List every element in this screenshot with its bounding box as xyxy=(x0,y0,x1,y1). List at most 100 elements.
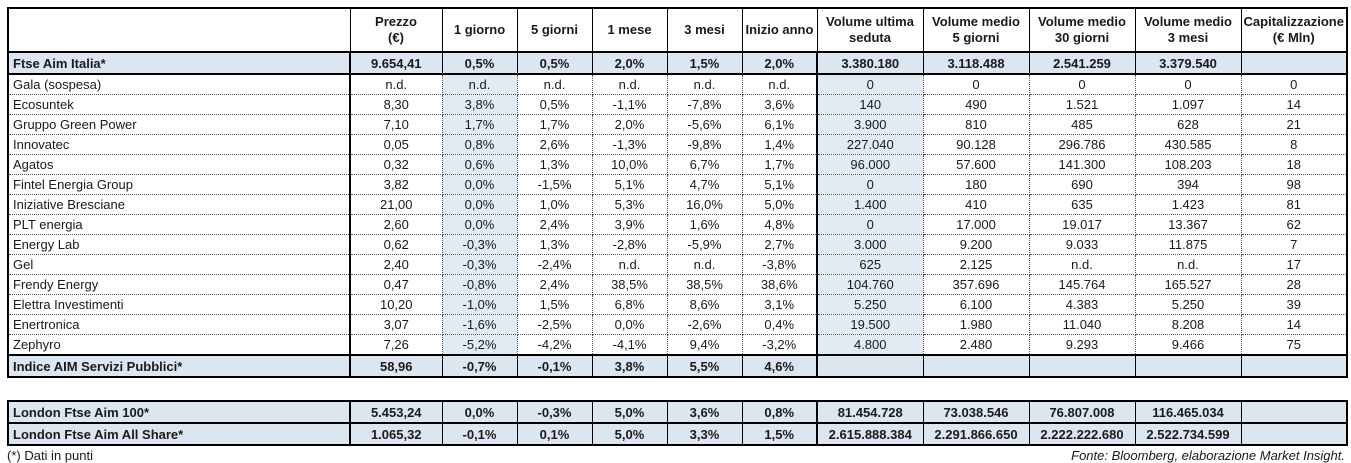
cell-inizio-anno: 0,4% xyxy=(742,314,818,335)
cell-1-giorno: 0,8% xyxy=(442,134,518,155)
table-row: Frendy Energy 0,47 -0,8% 2,4% 38,5% 38,5% 38,6… xyxy=(8,274,1348,295)
column-header-volume-medio-3-mesi: Volume medio 3 mesi xyxy=(1134,7,1242,53)
cell-1-giorno: -0,7% xyxy=(441,354,518,378)
cell-volume-ultima-seduta xyxy=(816,354,924,378)
cell-volume-ultima-seduta: 96.000 xyxy=(816,154,924,175)
cell-prezzo: 3,82 xyxy=(349,174,443,195)
cell-5-giorni: -2,4% xyxy=(517,254,593,275)
cell-5-giorni: -4,2% xyxy=(517,334,593,356)
cell-volume-medio-30-giorni: 9.293 xyxy=(1029,334,1136,356)
column-header-5-giorni: 5 giorni xyxy=(516,7,593,53)
cell-1-giorno: -1,6% xyxy=(442,314,518,335)
cell-volume-ultima-seduta: 3.380.180 xyxy=(816,51,924,75)
row-name: London Ftse Aim 100* xyxy=(7,400,351,424)
cell-volume-medio-30-giorni: 9.033 xyxy=(1029,234,1136,255)
column-header-volume-medio-30-giorni: Volume medio 30 giorni xyxy=(1028,7,1136,53)
cell-prezzo: 0,47 xyxy=(349,274,443,295)
cell-1-giorno: 0,0% xyxy=(442,214,518,235)
row-name: Energy Lab xyxy=(8,234,351,255)
cell-5-giorni: -2,5% xyxy=(517,314,593,335)
cell-prezzo: 1.065,32 xyxy=(349,422,443,446)
cell-volume-ultima-seduta: 625 xyxy=(816,254,924,275)
table-row: Ftse Aim Italia* 9.654,41 0,5% 0,5% 2,0% 1,5%… xyxy=(7,51,1348,75)
cell-volume-medio-30-giorni: 11.040 xyxy=(1029,314,1136,335)
cell-volume-medio-30-giorni: n.d. xyxy=(1029,254,1136,275)
row-name: London Ftse Aim All Share* xyxy=(7,422,351,446)
cell-volume-medio-3-mesi: n.d. xyxy=(1135,254,1242,275)
cell-volume-medio-5-giorni xyxy=(922,354,1030,378)
cell-3-mesi: -9,8% xyxy=(667,134,743,155)
cell-5-giorni: 1,3% xyxy=(517,234,593,255)
cell-1-giorno: 0,0% xyxy=(442,194,518,215)
cell-capitalizzazione xyxy=(1240,422,1348,446)
cell-prezzo: 2,40 xyxy=(349,254,443,275)
row-name: Gel xyxy=(8,254,351,275)
cell-1-mese: -1,3% xyxy=(592,134,668,155)
cell-inizio-anno: 38,6% xyxy=(742,274,818,295)
row-name: Ftse Aim Italia* xyxy=(7,51,351,75)
cell-1-giorno: -0,1% xyxy=(441,422,518,446)
cell-capitalizzazione: 18 xyxy=(1241,154,1348,175)
table-row: Indice AIM Servizi Pubblici* 58,96 -0,7% -0… xyxy=(7,354,1348,378)
cell-5-giorni: 1,5% xyxy=(517,294,593,315)
row-name: Elettra Investimenti xyxy=(8,294,351,315)
cell-inizio-anno: 4,8% xyxy=(742,214,818,235)
cell-volume-medio-3-mesi: 0 xyxy=(1135,74,1242,95)
cell-capitalizzazione: 62 xyxy=(1241,214,1348,235)
cell-volume-medio-3-mesi: 165.527 xyxy=(1135,274,1242,295)
cell-5-giorni: 0,1% xyxy=(516,422,593,446)
cell-1-giorno: 0,0% xyxy=(441,400,518,424)
cell-capitalizzazione: 28 xyxy=(1241,274,1348,295)
cell-volume-ultima-seduta: 4.800 xyxy=(816,334,924,356)
cell-volume-medio-3-mesi: 430.585 xyxy=(1135,134,1242,155)
cell-volume-medio-5-giorni: 0 xyxy=(923,74,1030,95)
cell-prezzo: n.d. xyxy=(349,74,443,95)
cell-volume-medio-30-giorni: 141.300 xyxy=(1029,154,1136,175)
cell-3-mesi: 8,6% xyxy=(667,294,743,315)
cell-1-mese: 3,9% xyxy=(592,214,668,235)
cell-capitalizzazione: 75 xyxy=(1241,334,1348,356)
table-row: Fintel Energia Group 3,82 0,0% -1,5% 5,1% 4,7… xyxy=(8,174,1348,195)
cell-5-giorni: 0,5% xyxy=(516,51,593,75)
cell-3-mesi: 1,5% xyxy=(666,51,743,75)
cell-capitalizzazione xyxy=(1240,354,1348,378)
cell-volume-medio-5-giorni: 410 xyxy=(923,194,1030,215)
cell-volume-medio-30-giorni: 145.764 xyxy=(1029,274,1136,295)
cell-volume-medio-5-giorni: 6.100 xyxy=(923,294,1030,315)
table-row: Gala (sospesa) n.d. n.d. n.d. n.d. n.d. n.d. 0 0… xyxy=(8,74,1348,95)
cell-1-mese: n.d. xyxy=(592,74,668,95)
cell-capitalizzazione: 14 xyxy=(1241,314,1348,335)
source-note: Fonte: Bloomberg, elaborazione Market In… xyxy=(1071,448,1345,463)
cell-volume-medio-5-giorni: 3.118.488 xyxy=(922,51,1030,75)
cell-capitalizzazione: 39 xyxy=(1241,294,1348,315)
cell-volume-medio-5-giorni: 2.291.866.650 xyxy=(922,422,1030,446)
cell-volume-ultima-seduta: 140 xyxy=(816,94,924,115)
cell-inizio-anno: 5,1% xyxy=(742,174,818,195)
cell-inizio-anno: 4,6% xyxy=(741,354,818,378)
cell-3-mesi: 4,7% xyxy=(667,174,743,195)
cell-1-mese: -2,8% xyxy=(592,234,668,255)
cell-capitalizzazione: 14 xyxy=(1241,94,1348,115)
cell-prezzo: 0,62 xyxy=(349,234,443,255)
cell-5-giorni: 1,3% xyxy=(517,154,593,175)
row-name: Iniziative Bresciane xyxy=(8,194,351,215)
cell-volume-medio-3-mesi: 9.466 xyxy=(1135,334,1242,356)
cell-capitalizzazione: 17 xyxy=(1241,254,1348,275)
cell-volume-medio-30-giorni xyxy=(1028,354,1136,378)
row-name: Fintel Energia Group xyxy=(8,174,351,195)
cell-volume-ultima-seduta: 3.900 xyxy=(816,114,924,135)
cell-1-mese: 5,1% xyxy=(592,174,668,195)
cell-volume-ultima-seduta: 0 xyxy=(816,74,924,95)
cell-1-mese: 38,5% xyxy=(592,274,668,295)
cell-capitalizzazione: 98 xyxy=(1241,174,1348,195)
cell-1-mese: -4,1% xyxy=(592,334,668,356)
cell-1-mese: -1,1% xyxy=(592,94,668,115)
cell-1-mese: 10,0% xyxy=(592,154,668,175)
cell-1-giorno: -5,2% xyxy=(442,334,518,356)
cell-1-giorno: -1,0% xyxy=(442,294,518,315)
cell-inizio-anno: 1,7% xyxy=(742,154,818,175)
cell-3-mesi: -5,9% xyxy=(667,234,743,255)
cell-prezzo: 7,10 xyxy=(349,114,443,135)
table-row: London Ftse Aim All Share* 1.065,32 -0,1% 0… xyxy=(7,422,1348,446)
cell-inizio-anno: 1,5% xyxy=(741,422,818,446)
